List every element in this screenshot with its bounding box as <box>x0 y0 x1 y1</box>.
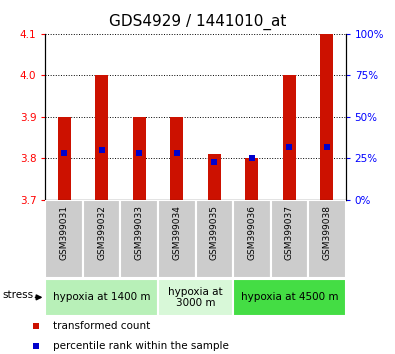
Bar <box>208 154 221 200</box>
Text: GDS4929 / 1441010_at: GDS4929 / 1441010_at <box>109 14 286 30</box>
Text: GSM399033: GSM399033 <box>135 205 144 261</box>
Bar <box>308 200 346 278</box>
Point <box>136 150 143 156</box>
Bar <box>83 200 120 278</box>
Point <box>32 323 39 329</box>
Text: GSM399036: GSM399036 <box>247 205 256 261</box>
Bar <box>170 117 183 200</box>
Text: GSM399035: GSM399035 <box>210 205 219 261</box>
Point <box>32 343 39 349</box>
Text: percentile rank within the sample: percentile rank within the sample <box>53 341 229 351</box>
Text: GSM399032: GSM399032 <box>97 205 106 260</box>
Point <box>173 150 180 156</box>
Point <box>249 156 255 161</box>
Text: hypoxia at 4500 m: hypoxia at 4500 m <box>241 292 338 302</box>
Point <box>286 144 292 150</box>
Text: GSM399038: GSM399038 <box>322 205 331 261</box>
Text: hypoxia at
3000 m: hypoxia at 3000 m <box>168 286 223 308</box>
Text: hypoxia at 1400 m: hypoxia at 1400 m <box>53 292 150 302</box>
Bar <box>133 117 146 200</box>
Bar <box>245 159 258 200</box>
Bar <box>45 200 83 278</box>
Bar <box>271 200 308 278</box>
Bar <box>283 75 296 200</box>
Bar <box>120 200 158 278</box>
Point <box>99 147 105 153</box>
Bar <box>158 200 196 278</box>
Text: stress: stress <box>2 290 34 301</box>
Point <box>211 159 217 165</box>
Point <box>324 144 330 150</box>
Bar <box>58 117 71 200</box>
Bar <box>320 34 333 200</box>
Text: GSM399037: GSM399037 <box>285 205 294 261</box>
Bar <box>95 75 108 200</box>
Bar <box>233 279 346 316</box>
Text: GSM399031: GSM399031 <box>60 205 69 261</box>
Bar <box>158 279 233 316</box>
Text: GSM399034: GSM399034 <box>172 205 181 260</box>
Bar <box>233 200 271 278</box>
Point <box>61 150 67 156</box>
Bar <box>45 279 158 316</box>
Bar <box>196 200 233 278</box>
Text: transformed count: transformed count <box>53 321 150 331</box>
